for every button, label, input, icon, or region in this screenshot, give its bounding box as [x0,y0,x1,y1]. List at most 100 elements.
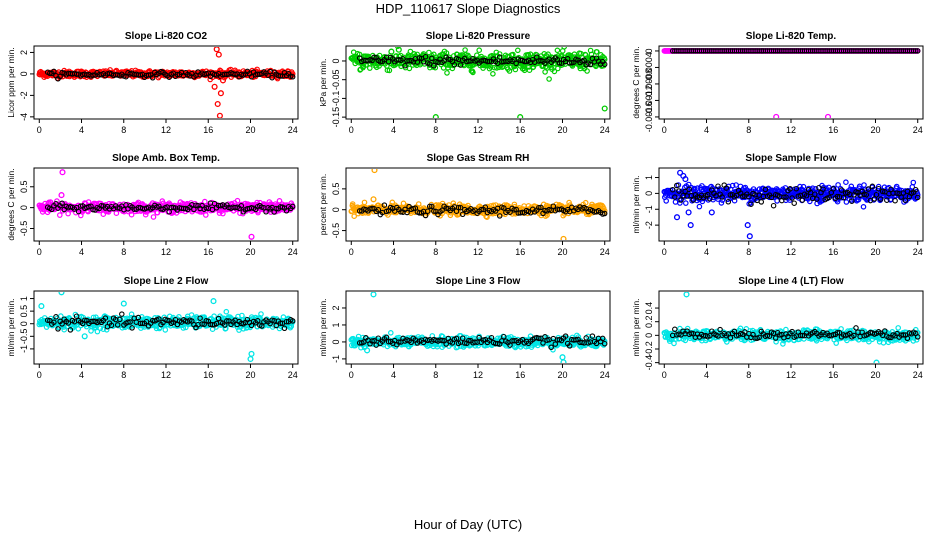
y-tick-label: 0 [19,321,29,326]
outlier-point [371,169,378,174]
y-tick-label: 0 [644,191,654,196]
data-point-black [536,204,542,211]
data-point-black [90,72,96,78]
x-tick-label: 20 [870,247,880,257]
y-tick-label: -1 [19,345,29,353]
data-point-black [496,213,503,219]
outlier-point [395,47,402,53]
y-tick-label: 0 [644,48,654,53]
data-point-black [51,319,57,326]
data-point [584,68,590,74]
data-point [488,64,494,70]
data-point-black [459,211,466,218]
outlier-point [211,83,218,90]
outlier-point [708,209,715,216]
plot-frame [345,290,611,365]
outlier-point [685,209,692,216]
x-tick-label: 16 [203,370,213,380]
data-point [835,182,841,188]
data-point-black [422,212,429,219]
outlier-point [216,112,223,118]
data-point-black [914,194,921,201]
data-point [476,47,483,54]
y-axis-label: Licor ppm per min. [6,47,16,117]
x-tick-label: 0 [37,125,42,135]
data-point [387,329,394,336]
y-tick-label: 0 [331,339,341,344]
data-point [843,179,849,186]
x-tick-label: 0 [349,125,354,135]
y-axis-label: degrees C per min. [6,168,16,240]
y-tick-label: 1 [19,296,29,301]
data-point-black [59,321,65,327]
data-point-black [793,185,800,192]
x-tick-label: 8 [121,247,126,257]
data-point [351,213,358,220]
y-axis-label: ml/min per min. [6,298,16,356]
data-point-black [114,322,121,328]
x-tick-label: 0 [349,247,354,257]
data-points [36,169,296,240]
data-point [861,182,867,188]
data-point-black [98,202,105,209]
data-point-black [682,188,688,195]
data-point [386,67,393,74]
data-point-black [550,203,557,209]
data-point [150,214,157,220]
y-tick-label: 1 [331,322,341,327]
data-point-black [53,200,59,207]
x-tick-label: 4 [704,125,709,135]
data-point-black [581,57,587,63]
data-point-black [149,75,156,81]
data-point-black [377,59,384,65]
data-point-black [902,197,909,203]
data-point-black [686,186,692,193]
data-point [554,47,561,54]
outlier-point [432,114,439,118]
data-point-black [869,183,876,190]
plot-frame [658,45,924,120]
data-point-black [748,201,754,207]
outlier-point [58,192,65,199]
x-tick-label: 0 [662,247,667,257]
data-point-black [457,62,464,68]
data-point-black [904,188,911,195]
data-point-black [762,186,769,193]
data-point [61,326,67,333]
data-point-black [53,314,59,320]
data-points [661,48,921,118]
x-tick-label: 4 [79,125,84,135]
x-tick-label: 24 [288,247,298,257]
data-point-black [426,203,433,210]
data-point-black [102,315,109,321]
data-point-black [55,326,61,332]
outlier-point [215,51,222,58]
data-points [36,292,296,363]
x-tick-label: 12 [786,125,796,135]
data-point-black [770,202,777,209]
data-point [526,67,533,74]
x-tick-label: 8 [121,370,126,380]
data-point [223,325,229,332]
data-point-black [381,202,388,208]
data-point [103,326,110,333]
data-point-black [814,196,820,202]
y-tick-label: 0.5 [19,181,29,194]
data-point [663,198,670,204]
y-axis-label: kPa per min. [318,59,328,107]
panel-title: Slope Line 2 Flow [124,276,209,287]
x-tick-label: 24 [288,125,298,135]
data-point-black [166,209,172,215]
data-point-black [727,192,734,198]
x-tick-label: 24 [913,247,923,257]
data-point-black [715,183,721,189]
data-point-black [424,208,431,214]
data-point-black [375,207,382,213]
data-point [546,76,552,82]
data-point-black [733,192,740,199]
panel-title: Slope Li-820 Temp. [746,31,837,42]
y-axis-label: ml/min per min. [318,298,328,356]
panel-title: Slope Gas Stream RH [427,153,530,164]
data-point-black [511,207,517,213]
